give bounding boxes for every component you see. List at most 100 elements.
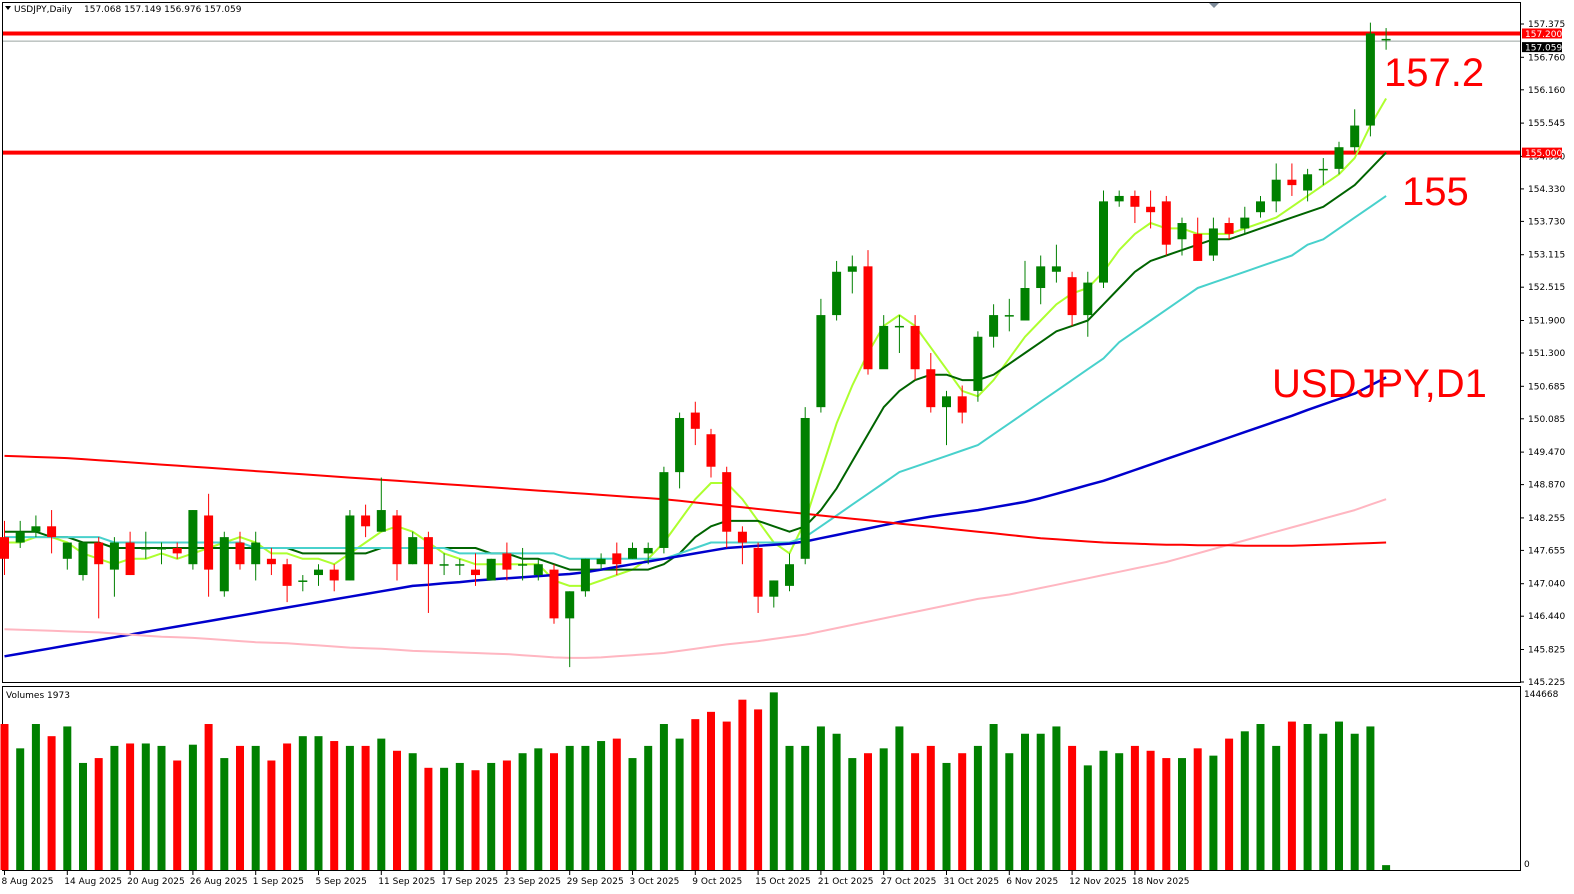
chart-shift-marker-icon[interactable] bbox=[1209, 3, 1219, 8]
candle[interactable] bbox=[643, 542, 653, 565]
time-axis[interactable]: 8 Aug 2025 14 Aug 2025 20 Aug 2025 26 Aug 2… bbox=[2, 871, 1190, 887]
candle[interactable] bbox=[926, 353, 936, 413]
candle[interactable] bbox=[675, 412, 685, 489]
candle[interactable] bbox=[1381, 28, 1391, 50]
candle[interactable] bbox=[1114, 190, 1124, 207]
candle[interactable] bbox=[314, 564, 323, 586]
candle[interactable] bbox=[329, 564, 339, 592]
candle[interactable] bbox=[847, 255, 857, 294]
candle[interactable] bbox=[957, 385, 967, 424]
candle[interactable] bbox=[1240, 206, 1250, 234]
candle[interactable] bbox=[1224, 217, 1234, 240]
candle[interactable] bbox=[188, 510, 198, 570]
candle[interactable] bbox=[910, 315, 920, 381]
candle[interactable] bbox=[518, 547, 528, 581]
candle[interactable] bbox=[423, 531, 433, 613]
candle[interactable] bbox=[376, 477, 386, 532]
candle[interactable] bbox=[1303, 168, 1313, 202]
candle[interactable] bbox=[1193, 217, 1203, 261]
candle[interactable] bbox=[549, 564, 559, 624]
candle[interactable] bbox=[706, 428, 716, 478]
candle[interactable] bbox=[392, 510, 402, 581]
candle[interactable] bbox=[722, 466, 732, 548]
candle[interactable] bbox=[942, 390, 951, 446]
candle[interactable] bbox=[31, 515, 41, 538]
candle[interactable] bbox=[1208, 217, 1218, 261]
candle[interactable] bbox=[1177, 217, 1187, 256]
candle[interactable] bbox=[47, 510, 57, 554]
candle[interactable] bbox=[989, 304, 999, 348]
candle[interactable] bbox=[141, 531, 151, 559]
candle[interactable] bbox=[1130, 190, 1140, 224]
candle[interactable] bbox=[439, 553, 449, 576]
candle[interactable] bbox=[0, 520, 9, 576]
price-axis[interactable]: 157.375156.760156.160155.545154.930154.3… bbox=[1520, 20, 1565, 870]
candle[interactable] bbox=[753, 542, 763, 613]
candle[interactable] bbox=[172, 542, 182, 559]
candle[interactable] bbox=[455, 558, 465, 576]
candle[interactable] bbox=[486, 558, 496, 581]
candle[interactable] bbox=[690, 401, 700, 446]
candle[interactable] bbox=[785, 553, 794, 592]
candle[interactable] bbox=[612, 542, 622, 576]
candle[interactable] bbox=[94, 537, 104, 619]
triangle-down-icon[interactable] bbox=[5, 6, 11, 10]
candle[interactable] bbox=[282, 558, 292, 603]
candle-body bbox=[219, 537, 229, 592]
candle[interactable] bbox=[1051, 244, 1061, 283]
candle[interactable] bbox=[816, 298, 826, 413]
candle[interactable] bbox=[266, 547, 276, 576]
candle[interactable] bbox=[1083, 271, 1093, 337]
candle[interactable] bbox=[659, 466, 669, 554]
candle[interactable] bbox=[879, 315, 889, 370]
candle[interactable] bbox=[1004, 298, 1014, 332]
candle[interactable] bbox=[1318, 158, 1328, 186]
candle[interactable] bbox=[361, 504, 371, 538]
candle[interactable] bbox=[235, 531, 245, 570]
candle[interactable] bbox=[345, 510, 355, 581]
volume-bar bbox=[644, 745, 653, 870]
candle[interactable] bbox=[565, 591, 575, 668]
candle[interactable] bbox=[125, 531, 135, 576]
candle[interactable] bbox=[157, 542, 166, 565]
horizontal-levels[interactable] bbox=[3, 31, 1520, 155]
time-tick-label: 18 Nov 2025 bbox=[1132, 877, 1190, 887]
candle[interactable] bbox=[737, 526, 747, 565]
candle[interactable] bbox=[298, 575, 308, 592]
candle[interactable] bbox=[408, 531, 418, 565]
candle[interactable] bbox=[1334, 141, 1344, 175]
candle[interactable] bbox=[1036, 255, 1046, 305]
candle[interactable] bbox=[1256, 195, 1265, 218]
candles[interactable] bbox=[0, 22, 1391, 668]
candle[interactable] bbox=[628, 542, 637, 559]
candle[interactable] bbox=[471, 553, 480, 586]
candle[interactable] bbox=[109, 537, 119, 597]
candle[interactable] bbox=[1350, 109, 1360, 153]
candle[interactable] bbox=[1365, 22, 1375, 137]
candle[interactable] bbox=[219, 531, 229, 597]
candle[interactable] bbox=[1020, 260, 1030, 321]
candle[interactable] bbox=[204, 493, 214, 597]
candle[interactable] bbox=[1161, 195, 1171, 256]
candle[interactable] bbox=[894, 315, 904, 353]
candle[interactable] bbox=[973, 331, 983, 402]
candle[interactable] bbox=[15, 520, 25, 548]
candle[interactable] bbox=[800, 407, 810, 565]
candle[interactable] bbox=[580, 558, 590, 597]
candle[interactable] bbox=[596, 553, 606, 570]
candle[interactable] bbox=[769, 580, 779, 608]
candle[interactable] bbox=[62, 542, 72, 570]
candle[interactable] bbox=[78, 542, 88, 581]
candle[interactable] bbox=[832, 260, 842, 321]
candle[interactable] bbox=[533, 558, 543, 581]
candle[interactable] bbox=[1271, 163, 1281, 213]
candle[interactable] bbox=[1287, 163, 1297, 196]
candle[interactable] bbox=[502, 542, 512, 581]
candle[interactable] bbox=[251, 531, 261, 581]
candle[interactable] bbox=[1067, 271, 1077, 326]
candle[interactable] bbox=[863, 250, 873, 375]
candle[interactable] bbox=[1099, 190, 1108, 289]
candle[interactable] bbox=[1146, 190, 1156, 229]
